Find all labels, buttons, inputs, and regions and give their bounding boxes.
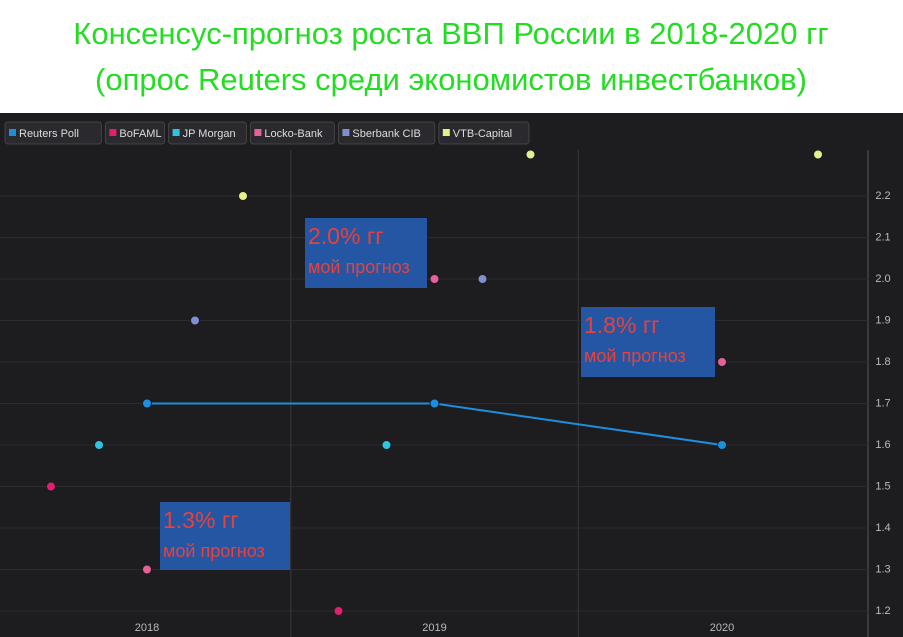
legend-swatch [172, 129, 180, 136]
x-tick-label: 2018 [135, 622, 159, 634]
y-tick-label: 2.2 [875, 190, 890, 202]
y-tick-label: 1.3 [875, 563, 890, 575]
legend-label: Reuters Poll [19, 128, 79, 140]
legend-item [4, 121, 102, 145]
x-tick-label: 2020 [710, 622, 734, 634]
data-point [190, 315, 200, 326]
legend-item [438, 121, 530, 145]
data-point [94, 440, 104, 450]
x-tick-label: 2019 [422, 622, 446, 634]
y-tick-label: 1.2 [875, 605, 890, 617]
legend-item [249, 121, 335, 145]
annotation-title: 1.8% гг [584, 312, 660, 338]
chart-title: Консенсус-прогноз роста ВВП России в 201… [73, 16, 828, 51]
data-point [525, 149, 536, 160]
legend-swatch [109, 129, 117, 136]
data-point [813, 149, 823, 160]
legend-label: Locko-Bank [264, 128, 323, 140]
data-point [142, 564, 152, 575]
y-tick-label: 1.9 [875, 314, 890, 326]
data-point [238, 191, 248, 201]
data-point [477, 274, 488, 284]
annotation-text: мой прогноз [308, 257, 410, 277]
legend-swatch [342, 129, 350, 136]
title-area [0, 0, 903, 113]
legend-item [337, 121, 436, 145]
annotation-title: 1.3% гг [163, 507, 239, 533]
annotation-box [160, 502, 290, 570]
legend-swatch [442, 129, 450, 136]
y-tick-label: 1.5 [875, 480, 890, 492]
legend-label: JP Morgan [183, 128, 236, 140]
plot-background [0, 113, 903, 637]
data-point [429, 398, 440, 409]
data-point [717, 357, 727, 367]
y-tick-label: 1.6 [875, 439, 890, 451]
annotation-box [581, 307, 715, 377]
chart-subtitle: (опрос Reuters среди экономистов инвестб… [95, 62, 807, 97]
legend-label: Sberbank CIB [352, 128, 420, 140]
legend-item [104, 121, 166, 145]
legend-swatch [9, 129, 16, 136]
y-tick-label: 2.1 [875, 231, 890, 243]
legend-label: VTB-Capital [453, 128, 512, 140]
data-point [717, 440, 727, 450]
y-tick-label: 1.4 [875, 522, 890, 534]
legend-label: BoFAML [119, 128, 161, 140]
legend-swatch [254, 129, 262, 136]
annotation-box [305, 218, 427, 288]
data-point [142, 398, 152, 409]
annotation-text: мой прогноз [163, 541, 265, 561]
data-point [46, 481, 56, 492]
y-tick-label: 1.8 [875, 356, 890, 368]
y-tick-label: 1.7 [875, 397, 890, 409]
annotation-text: мой прогноз [584, 346, 686, 366]
data-point [333, 606, 344, 616]
y-tick-label: 2.0 [875, 273, 890, 285]
data-point [381, 440, 392, 450]
legend-item [168, 121, 247, 145]
data-point [429, 274, 440, 284]
annotation-title: 2.0% гг [308, 223, 384, 249]
